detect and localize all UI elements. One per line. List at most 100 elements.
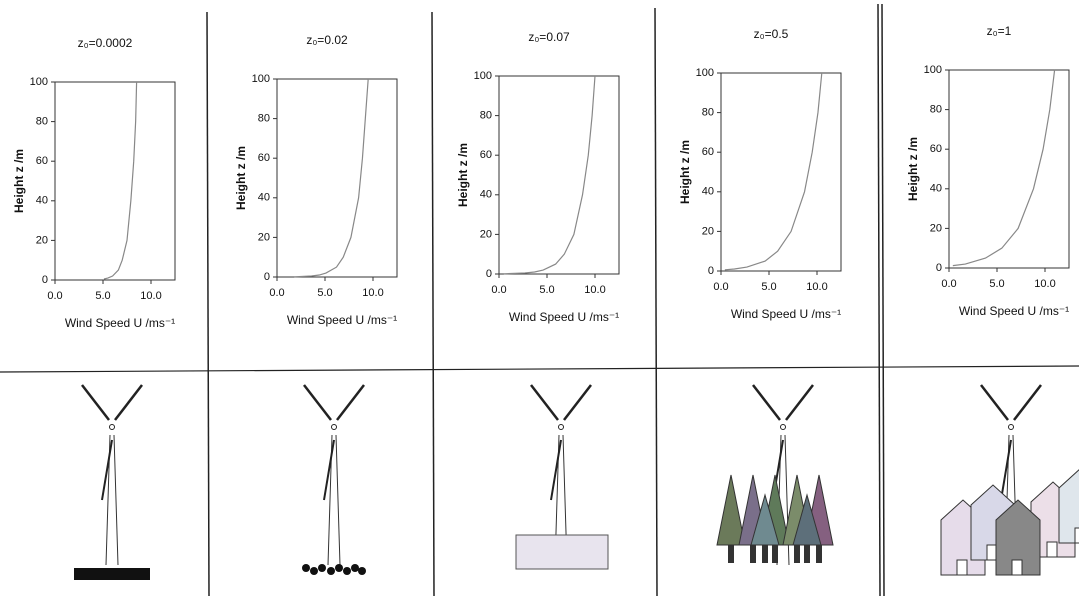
y-axis-title: Height z /m: [906, 137, 920, 201]
hub: [558, 424, 564, 430]
house: [995, 499, 1041, 576]
tree-trunk: [816, 545, 822, 563]
grass-box: [515, 534, 609, 570]
y-tick-label: 60: [930, 143, 942, 155]
chart-title: z₀=1: [987, 24, 1012, 38]
y-tick-label: 40: [702, 186, 714, 198]
ground-strip: [74, 568, 150, 580]
x-tick-label: 10.0: [140, 290, 161, 302]
y-tick-label: 80: [36, 116, 48, 128]
x-tick-label: 5.0: [761, 281, 776, 293]
x-tick-label: 10.0: [1034, 278, 1055, 290]
ground-stone: [327, 567, 335, 575]
ground-stone: [358, 567, 366, 575]
chart-title: z₀=0.02: [306, 33, 348, 47]
x-tick-label: 0.0: [941, 278, 956, 290]
y-tick-label: 20: [36, 234, 48, 246]
y-tick-label: 0: [264, 271, 270, 283]
x-tick-label: 5.0: [539, 284, 554, 296]
blade: [1013, 384, 1042, 421]
hub: [1008, 424, 1014, 430]
y-tick-label: 20: [258, 231, 270, 243]
blade: [101, 439, 113, 501]
panel-divider: [431, 11, 435, 596]
profile-line: [724, 72, 823, 271]
row-divider: [0, 365, 1079, 373]
tree-trunk: [750, 545, 756, 563]
house-door: [1011, 559, 1023, 576]
hub: [780, 424, 786, 430]
ground-stone: [302, 564, 310, 572]
y-tick-label: 0: [42, 274, 48, 286]
profile-line: [503, 75, 596, 275]
y-axis-title: Height z /m: [456, 143, 470, 207]
hub: [109, 424, 115, 430]
panel-divider: [654, 7, 658, 596]
x-tick-label: 5.0: [317, 287, 332, 299]
blade: [563, 384, 592, 421]
panel-divider: [877, 3, 881, 596]
y-tick-label: 80: [480, 110, 492, 122]
tree-trunk: [728, 545, 734, 563]
y-tick-label: 40: [258, 192, 270, 204]
tree-trunk: [772, 545, 778, 563]
x-tick-label: 0.0: [47, 290, 62, 302]
plot-frame: [54, 81, 176, 281]
y-tick-label: 100: [474, 70, 492, 82]
y-tick-label: 80: [930, 104, 942, 116]
plot-frame: [720, 72, 842, 272]
x-tick-label: 0.0: [269, 287, 284, 299]
y-tick-label: 20: [480, 228, 492, 240]
ground-stone: [310, 567, 318, 575]
blade: [81, 384, 110, 421]
house-door: [956, 559, 968, 576]
y-tick-label: 100: [924, 64, 942, 76]
plot-frame: [498, 75, 620, 275]
blade: [530, 384, 559, 421]
ground-stone: [351, 564, 359, 572]
y-tick-label: 60: [258, 152, 270, 164]
chart-title: z₀=0.0002: [78, 36, 133, 50]
x-axis-title: Wind Speed U /ms⁻¹: [959, 304, 1069, 318]
ground-stone: [335, 564, 343, 572]
y-tick-label: 0: [486, 268, 492, 280]
y-tick-label: 100: [30, 76, 48, 88]
y-tick-label: 40: [480, 189, 492, 201]
y-tick-label: 80: [258, 113, 270, 125]
x-tick-label: 10.0: [362, 287, 383, 299]
tree-trunk: [804, 545, 810, 563]
profile-line: [103, 81, 138, 280]
ground-stone: [343, 567, 351, 575]
y-tick-label: 100: [696, 67, 714, 79]
x-tick-label: 5.0: [989, 278, 1004, 290]
y-tick-label: 80: [702, 107, 714, 119]
blade: [336, 384, 365, 421]
y-tick-label: 20: [702, 225, 714, 237]
house: [1058, 469, 1079, 544]
blade: [752, 384, 781, 421]
blade: [785, 384, 814, 421]
house-door: [1046, 541, 1058, 558]
x-axis-title: Wind Speed U /ms⁻¹: [731, 307, 841, 321]
y-axis-title: Height z /m: [234, 146, 248, 210]
y-tick-label: 60: [36, 155, 48, 167]
profile-line: [952, 69, 1056, 267]
tree-trunk: [794, 545, 800, 563]
y-tick-label: 40: [36, 195, 48, 207]
y-tick-label: 60: [702, 146, 714, 158]
y-tick-label: 0: [936, 262, 942, 274]
y-tick-label: 0: [708, 265, 714, 277]
panel-divider: [206, 11, 210, 596]
plot-frame: [948, 69, 1070, 269]
blade: [114, 384, 143, 421]
plot-frame: [276, 78, 398, 278]
x-axis-title: Wind Speed U /ms⁻¹: [287, 313, 397, 327]
ground-stone: [318, 564, 326, 572]
x-axis-title: Wind Speed U /ms⁻¹: [65, 316, 175, 330]
x-tick-label: 0.0: [713, 281, 728, 293]
y-tick-label: 100: [252, 73, 270, 85]
y-tick-label: 40: [930, 183, 942, 195]
blade: [550, 439, 562, 501]
y-axis-title: Height z /m: [678, 140, 692, 204]
